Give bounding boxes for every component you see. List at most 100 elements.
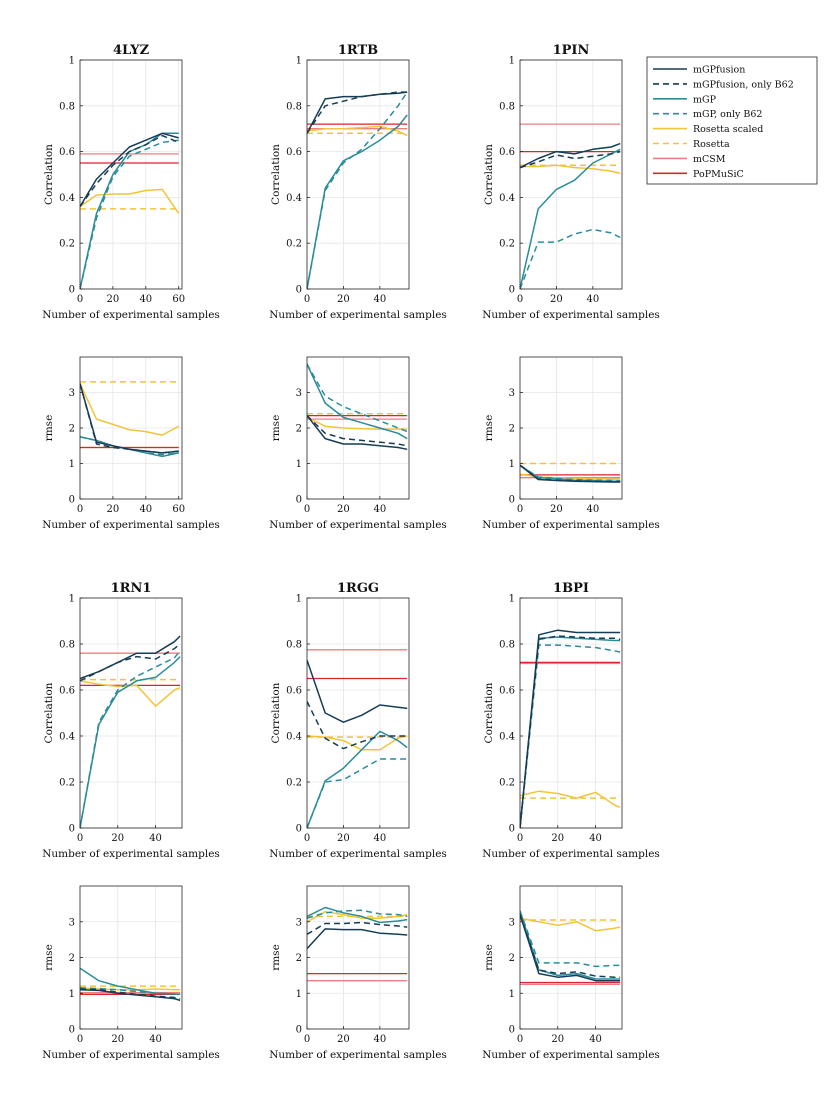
x-tick-label: 20 — [551, 1034, 564, 1045]
y-axis-label: rmse — [43, 944, 55, 971]
y-axis-label: rmse — [483, 944, 495, 971]
series-line-mgpfusion — [307, 91, 408, 134]
x-axis-label: Number of experimental samples — [482, 519, 660, 531]
x-tick-label: 40 — [373, 1034, 386, 1045]
y-tick-label: 0.4 — [59, 732, 75, 743]
x-axis-label: Number of experimental samples — [269, 519, 447, 531]
x-tick-label: 0 — [77, 504, 83, 515]
x-tick-label: 0 — [77, 1034, 83, 1045]
x-tick-label: 40 — [373, 294, 386, 305]
series-line-rosetta-scaled — [520, 917, 621, 932]
series-group — [307, 91, 408, 289]
y-tick-label: 0.2 — [59, 239, 75, 250]
plot-area — [80, 60, 182, 289]
x-tick-label: 20 — [337, 1034, 350, 1045]
y-tick-label: 0 — [296, 824, 302, 835]
series-line-mgpfusion — [520, 914, 621, 982]
panel-title: 1BPI — [553, 581, 589, 596]
legend-label: mGPfusion — [693, 65, 745, 76]
series-line-rosetta-scaled — [520, 164, 621, 175]
series-group — [80, 132, 180, 289]
y-axis-label: Correlation — [270, 682, 282, 743]
x-tick-label: 20 — [337, 504, 350, 515]
x-axis-label: Number of experimental samples — [269, 309, 447, 321]
series-line-mgpfusion-only-b62 — [80, 134, 179, 208]
correlation-axes-1rtb: 0 20 40 0 0.2 0.4 0.6 0.8 1 Number of experimenta… — [269, 56, 447, 322]
series-line-rosetta-scaled — [307, 125, 408, 137]
correlation-axes-1bpi: 0 20 40 0 0.2 0.4 0.6 0.8 1 Number of experimenta… — [482, 594, 660, 861]
y-tick-label: 0 — [69, 285, 75, 296]
series-line-mgpfusion — [520, 142, 621, 169]
x-axis-label: Number of experimental samples — [482, 309, 660, 321]
series-line-mgpfusion — [307, 659, 408, 723]
axes-frame — [79, 597, 183, 829]
series-line-mgp-only-b62 — [80, 650, 181, 828]
axes-frame — [519, 59, 623, 290]
y-tick-label: 0.2 — [499, 778, 515, 789]
series-line-mgp — [307, 114, 408, 289]
series-group — [307, 649, 408, 828]
x-axis-label: Number of experimental samples — [269, 848, 447, 860]
series-group — [520, 462, 621, 483]
y-tick-label: 0.6 — [499, 686, 515, 697]
x-tick-label: 20 — [337, 294, 350, 305]
panel-title: 1RN1 — [111, 581, 152, 596]
series-group — [520, 910, 621, 985]
y-tick-label: 0.8 — [59, 640, 75, 651]
y-tick-label: 1 — [69, 989, 75, 1000]
x-axis-label: Number of experimental samples — [482, 848, 660, 860]
y-tick-label: 2 — [509, 424, 515, 435]
series-line-mgpfusion — [80, 988, 181, 1002]
y-axis-label: rmse — [43, 415, 55, 442]
series-line-mgpfusion-only-b62 — [307, 921, 408, 935]
series-group — [307, 906, 408, 982]
series-line-mgpfusion-only-b62 — [520, 150, 621, 169]
y-tick-label: 1 — [296, 56, 302, 67]
plot-area — [80, 598, 182, 828]
legend-box — [646, 56, 818, 185]
y-tick-label: 1 — [69, 594, 75, 605]
x-axis-label: Number of experimental samples — [42, 309, 220, 321]
y-tick-label: 2 — [69, 953, 75, 964]
series-line-rosetta-scaled — [80, 188, 180, 214]
x-tick-label: 40 — [149, 1034, 162, 1045]
y-tick-label: 0.8 — [286, 640, 302, 651]
x-tick-label: 0 — [517, 833, 523, 844]
y-tick-label: 0.2 — [286, 778, 302, 789]
legend-label: PoPMuSiC — [693, 169, 744, 180]
x-tick-label: 0 — [517, 504, 523, 515]
x-tick-label: 40 — [149, 833, 162, 844]
x-tick-label: 0 — [304, 833, 310, 844]
series-line-rosetta-scaled — [520, 790, 621, 808]
y-tick-label: 0 — [509, 285, 515, 296]
y-tick-label: 0 — [296, 285, 302, 296]
rmse-axes-4lyz: 0 20 40 60 0 1 2 3 Number of experimental sample… — [42, 356, 220, 531]
panel-title: 4LYZ — [113, 43, 150, 58]
series-group — [80, 635, 181, 828]
x-axis-label: Number of experimental samples — [42, 519, 220, 531]
series-line-mgpfusion — [520, 464, 621, 483]
y-tick-label: 1 — [296, 594, 302, 605]
legend-entry-popmusic: PoPMuSiC — [653, 169, 744, 180]
y-axis-label: Correlation — [43, 682, 55, 743]
y-tick-label: 0.4 — [286, 732, 302, 743]
y-tick-label: 3 — [509, 388, 515, 399]
x-tick-label: 20 — [550, 504, 563, 515]
series-line-mgpfusion — [80, 383, 179, 454]
x-tick-label: 20 — [550, 294, 563, 305]
y-axis-label: Correlation — [483, 144, 495, 205]
x-tick-label: 20 — [551, 833, 564, 844]
series-line-mgp — [80, 967, 181, 996]
y-tick-label: 0.8 — [286, 101, 302, 112]
y-tick-label: 0.4 — [59, 193, 75, 204]
correlation-axes-1rn1: 0 20 40 0 0.2 0.4 0.6 0.8 1 Number of experimenta… — [42, 594, 220, 861]
legend-label: mGP, only B62 — [693, 109, 762, 120]
series-line-mgp-only-b62 — [307, 909, 408, 919]
y-tick-label: 3 — [509, 917, 515, 928]
x-tick-label: 20 — [111, 1034, 124, 1045]
y-tick-label: 1 — [69, 459, 75, 470]
